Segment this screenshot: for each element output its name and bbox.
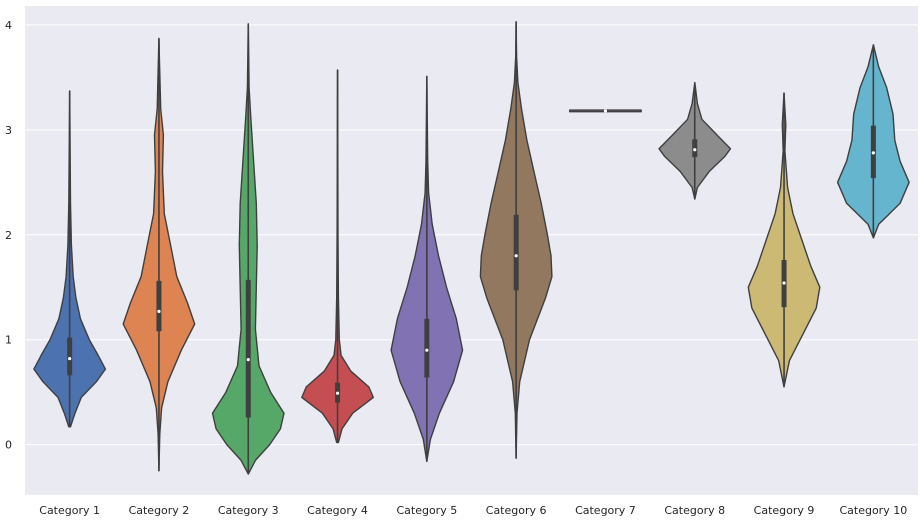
x-tick-label: Category 1 — [39, 504, 100, 517]
y-tick-label: 4 — [5, 19, 12, 32]
x-axis-ticks: Category 1 Category 2 Category 3 Category 4… — [39, 504, 907, 517]
violin-5 — [390, 75, 464, 463]
violin-2 — [122, 37, 196, 472]
violin-median-dot — [693, 148, 697, 152]
x-tick-label: Category 2 — [129, 504, 190, 517]
y-tick-label: 1 — [5, 334, 12, 347]
violin-median-dot — [425, 348, 429, 352]
x-tick-label: Category 4 — [307, 504, 368, 517]
violin-1 — [33, 90, 107, 428]
violin-3 — [211, 23, 285, 475]
violin-9 — [747, 92, 821, 388]
violin-median-dot — [68, 356, 72, 361]
violin-7 — [569, 109, 642, 113]
y-tick-label: 0 — [5, 439, 12, 452]
violin-10 — [836, 44, 910, 239]
x-tick-label: Category 5 — [396, 504, 457, 517]
y-axis-ticks: 0 1 2 3 4 — [5, 19, 12, 452]
x-tick-label: Category 7 — [575, 504, 636, 517]
violin-median-dot — [157, 309, 161, 313]
violin-8 — [658, 81, 732, 200]
violin-median-dot — [871, 151, 875, 155]
x-tick-label: Category 6 — [486, 504, 547, 517]
violin-median-dot — [514, 254, 518, 258]
x-tick-label: Category 8 — [664, 504, 725, 517]
violin-4 — [301, 69, 374, 444]
x-tick-label: Category 10 — [839, 504, 907, 517]
violin-median-dot — [246, 358, 250, 362]
violin-median-dot — [782, 281, 786, 285]
violin-median-dot — [603, 109, 608, 113]
y-tick-label: 3 — [5, 124, 12, 137]
violins — [33, 21, 910, 475]
x-tick-label: Category 3 — [218, 504, 279, 517]
violin-median-dot — [335, 391, 340, 395]
y-tick-label: 2 — [5, 229, 12, 242]
violin-6 — [479, 21, 553, 459]
x-tick-label: Category 9 — [754, 504, 815, 517]
